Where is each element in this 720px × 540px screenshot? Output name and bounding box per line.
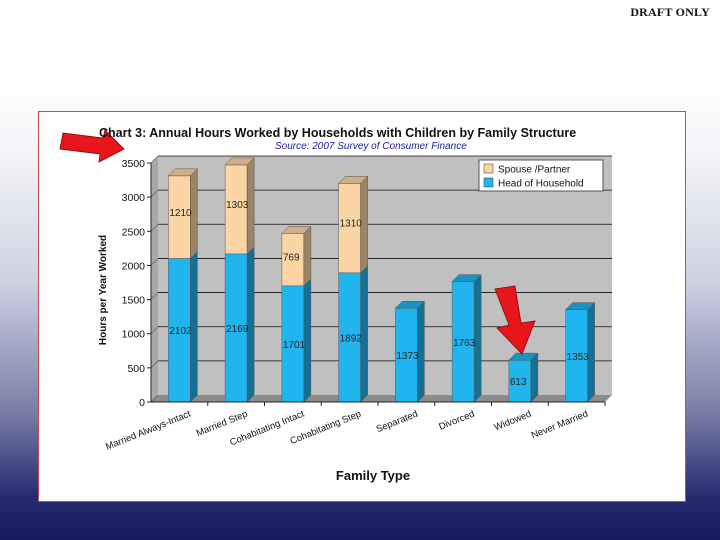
gridline-depth <box>150 360 159 369</box>
y-axis-title: Hours per Year Worked <box>98 235 109 345</box>
data-label-head: 1353 <box>567 352 590 363</box>
x-axis-title: Family Type <box>336 468 410 483</box>
legend-label: Spouse /Partner <box>498 165 571 176</box>
data-label-head: 1892 <box>340 333 363 344</box>
title-arrow <box>59 129 125 163</box>
gridline-depth <box>150 224 159 232</box>
bar-head-of-household-top <box>451 274 482 282</box>
data-label-spouse: 1210 <box>169 208 192 219</box>
data-label-spouse: 1310 <box>340 219 363 230</box>
y-tick-label: 2000 <box>122 260 146 272</box>
stacked-bar-chart: 2102 1210 2169 1303 1701 769 1892 1310 1373 1763 6… <box>59 126 612 483</box>
widowed-arrow <box>494 285 536 355</box>
data-label-head: 2102 <box>169 326 192 337</box>
x-category-label: Never Married <box>530 409 590 442</box>
data-label-spouse: 769 <box>283 252 300 263</box>
bar-spouse-partner-side <box>303 225 312 287</box>
y-tick-label: 1500 <box>122 295 146 307</box>
data-label-head: 2169 <box>226 324 249 335</box>
data-labels: 2102 1210 2169 1303 1701 769 1892 1310 1373 1763 6… <box>169 200 589 388</box>
bars <box>167 157 596 403</box>
x-category-label: Widowed <box>493 409 533 434</box>
bar-spouse-partner-top <box>338 176 369 184</box>
legend-label: Head of Household <box>498 179 584 190</box>
gridline-depth <box>150 292 159 300</box>
data-label-spouse: 1303 <box>226 200 249 211</box>
gridline-depth <box>150 326 159 334</box>
gridline-depth <box>150 155 159 164</box>
y-tick-label: 2500 <box>122 226 146 238</box>
gridline-depth <box>150 258 159 266</box>
gridline-depth <box>150 394 159 403</box>
x-category-label: Married Always-Intact <box>104 408 193 452</box>
legend-box <box>478 159 604 192</box>
plot-floor <box>151 395 612 402</box>
data-label-head: 1373 <box>396 351 419 362</box>
bar-spouse-partner-top <box>281 226 312 234</box>
bar-head-of-household-top <box>508 352 539 361</box>
legend: Spouse /Partner Head of Household <box>478 159 604 192</box>
draft-watermark: DRAFT ONLY <box>630 5 710 19</box>
y-tick-label: 3000 <box>122 192 146 204</box>
data-label-head: 1763 <box>453 338 476 349</box>
arrow-annotations <box>59 129 536 355</box>
data-label-head: 1701 <box>283 340 306 351</box>
data-label-head: 613 <box>510 377 527 388</box>
bar-spouse-partner-top <box>224 157 255 166</box>
y-tick-label: 1000 <box>122 329 146 341</box>
gridline-depth <box>150 189 159 198</box>
chart-subtitle: Source: 2007 Survey of Consumer Finance <box>275 141 467 152</box>
legend-swatch <box>483 177 494 188</box>
bar-spouse-partner-top <box>167 168 198 177</box>
x-category-label: Divorced <box>437 409 476 433</box>
plot-area <box>150 155 612 403</box>
bar-head-of-household-top <box>394 300 425 309</box>
x-category-label: Separated <box>375 409 420 436</box>
chart-frame: 2102 1210 2169 1303 1701 769 1892 1310 1373 1763 6… <box>38 111 686 502</box>
y-tick-label: 0 <box>139 397 145 409</box>
legend-swatch <box>483 163 494 174</box>
bar-head-of-household-side <box>530 352 539 403</box>
y-tick-label: 3500 <box>122 158 146 170</box>
bar-head-of-household-top <box>565 302 596 310</box>
plot-side-wall <box>151 156 158 402</box>
y-tick-label: 500 <box>127 363 145 375</box>
chart-title: Chart 3: Annual Hours Worked by Househol… <box>99 126 576 140</box>
